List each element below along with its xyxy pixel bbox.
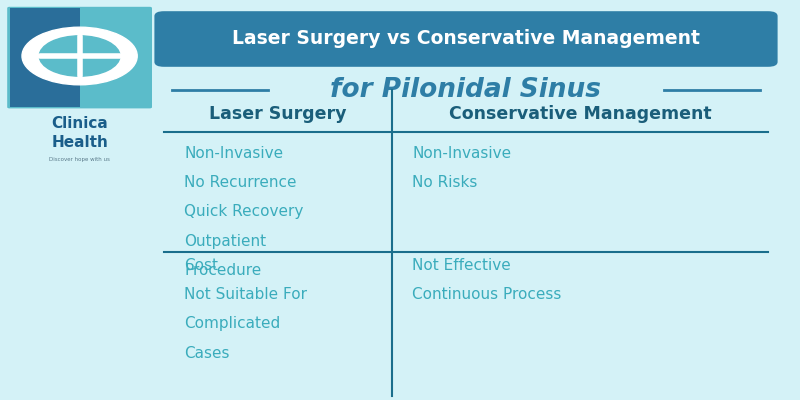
Text: Continuous Process: Continuous Process: [412, 287, 562, 302]
FancyBboxPatch shape: [154, 11, 778, 67]
Text: Outpatient: Outpatient: [184, 234, 266, 248]
Text: Procedure: Procedure: [184, 263, 262, 278]
Text: Cases: Cases: [184, 346, 230, 361]
Text: Non-Invasive: Non-Invasive: [412, 146, 511, 161]
Text: Clinica: Clinica: [51, 116, 108, 131]
Text: Discover hope with us: Discover hope with us: [49, 158, 110, 162]
Circle shape: [39, 36, 120, 76]
Text: Complicated: Complicated: [184, 316, 280, 331]
Text: Not Effective: Not Effective: [412, 258, 510, 273]
FancyBboxPatch shape: [7, 7, 152, 108]
Text: Non-Invasive: Non-Invasive: [184, 146, 283, 161]
Text: No Recurrence: No Recurrence: [184, 175, 297, 190]
Text: Cost: Cost: [184, 258, 218, 273]
Text: Laser Surgery vs Conservative Management: Laser Surgery vs Conservative Management: [232, 30, 700, 48]
Text: Laser Surgery: Laser Surgery: [210, 105, 346, 123]
Text: Not Suitable For: Not Suitable For: [184, 287, 307, 302]
Text: Conservative Management: Conservative Management: [449, 105, 711, 123]
FancyBboxPatch shape: [10, 8, 79, 107]
Text: Health: Health: [51, 135, 108, 150]
Text: for Pilonidal Sinus: for Pilonidal Sinus: [330, 77, 601, 103]
Circle shape: [22, 27, 138, 85]
Text: No Risks: No Risks: [412, 175, 478, 190]
Text: Quick Recovery: Quick Recovery: [184, 204, 303, 219]
